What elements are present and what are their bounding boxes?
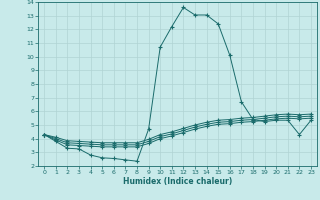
- X-axis label: Humidex (Indice chaleur): Humidex (Indice chaleur): [123, 177, 232, 186]
